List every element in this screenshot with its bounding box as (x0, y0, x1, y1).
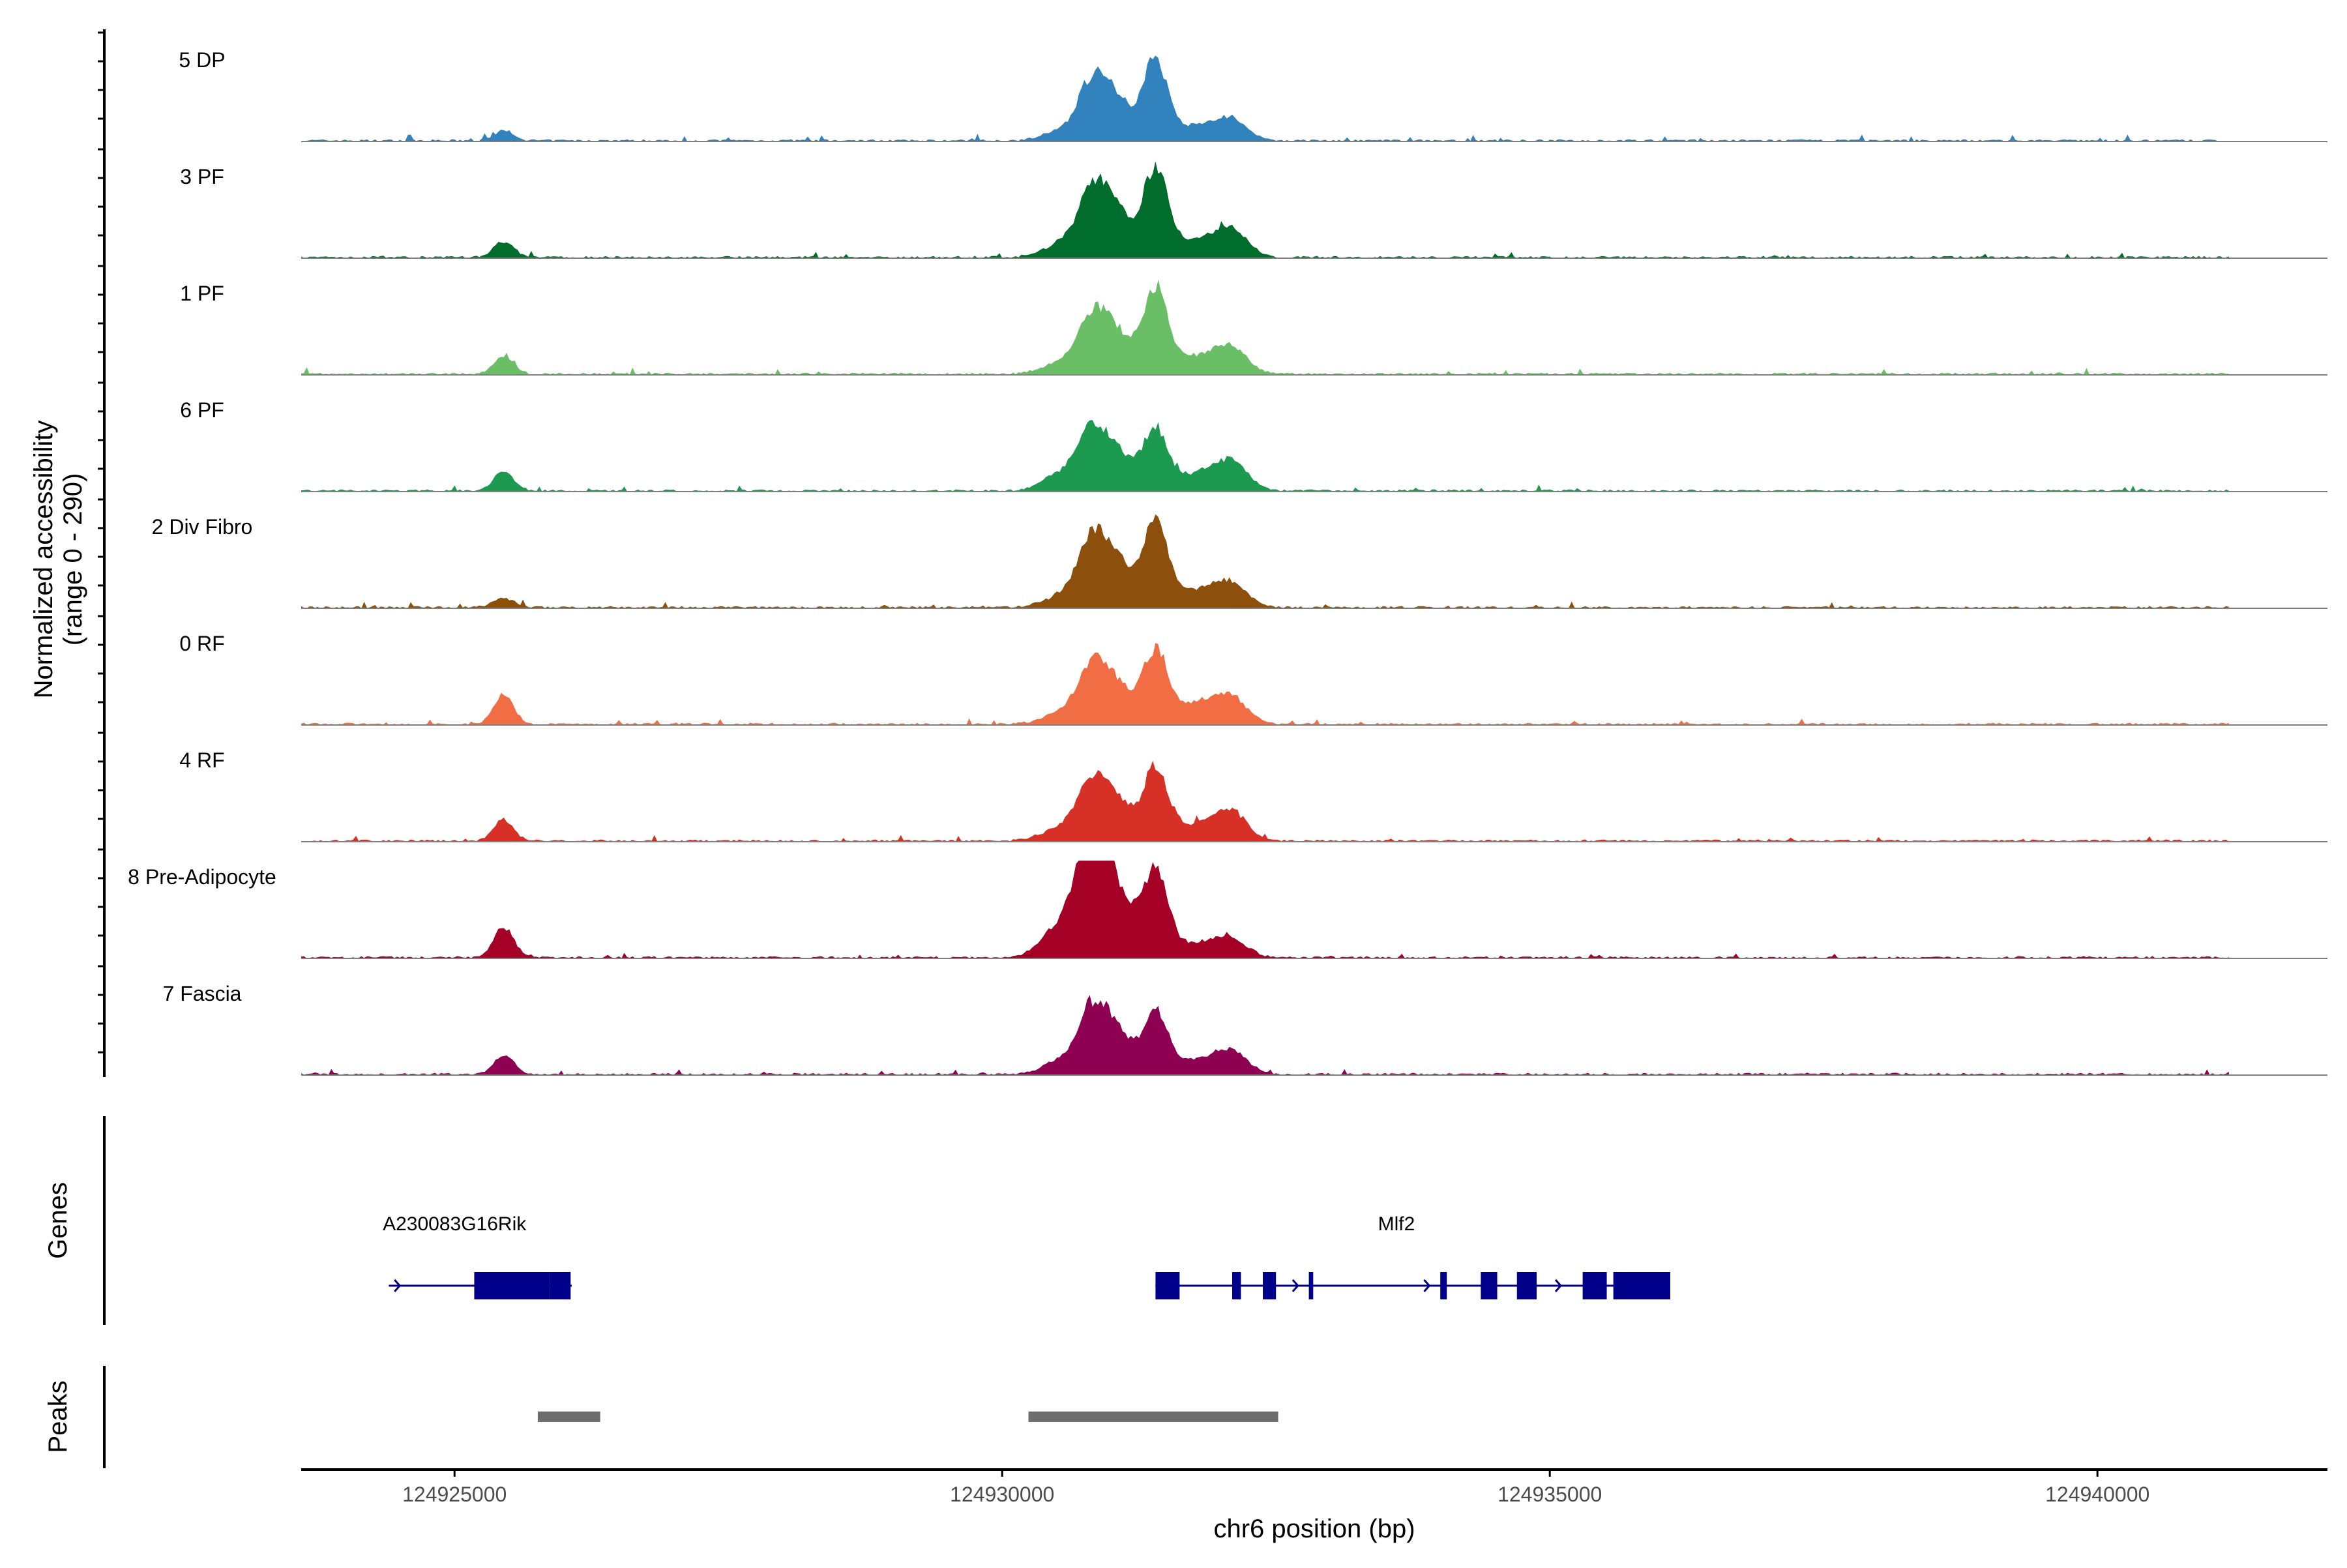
gene-exon (1308, 1272, 1314, 1299)
track-9: 7 Fascia (163, 982, 2327, 1076)
gene-annotations: A230083G16Rik Mlf2 (383, 1213, 1670, 1299)
gene-exon (1155, 1272, 1180, 1299)
track-label-3: 1 PF (180, 282, 224, 305)
x-tick-label: 124925000 (402, 1483, 507, 1506)
y-axis-title-line1: Normalized accessibility (29, 421, 58, 699)
x-axis-title: chr6 position (bp) (1213, 1515, 1415, 1543)
gene-exon (1440, 1272, 1447, 1299)
track-4: 6 PF (180, 398, 2327, 492)
peak-regions (537, 1412, 1278, 1422)
track-area-4 (301, 420, 2229, 492)
strand-arrow (394, 1279, 402, 1292)
genes-axis-title: Genes (44, 1182, 72, 1259)
track-area-2 (301, 161, 2229, 258)
gene-exon (1263, 1272, 1277, 1299)
gene-label: Mlf2 (1378, 1213, 1415, 1235)
track-5: 2 Div Fibro (152, 514, 2327, 609)
peak-region (1028, 1412, 1278, 1422)
gene-exon (550, 1272, 571, 1299)
gene-2: Mlf2 (1155, 1213, 1670, 1299)
gene-exon (1516, 1272, 1537, 1299)
track-area-7 (301, 760, 2229, 842)
track-label-6: 0 RF (179, 632, 224, 655)
x-tick-label: 124930000 (950, 1483, 1054, 1506)
track-label-5: 2 Div Fibro (152, 515, 253, 539)
gene-label: A230083G16Rik (383, 1213, 527, 1235)
x-tick-label: 124940000 (2045, 1483, 2149, 1506)
track-area-6 (301, 643, 2229, 725)
accessibility-tracks: 5 DP 3 PF 1 PF 6 PF 2 Div Fibro 0 RF 4 RF 8 Pre… (128, 48, 2327, 1076)
track-label-1: 5 DP (179, 48, 225, 72)
gene-exon (474, 1272, 550, 1299)
track-area-5 (301, 514, 2229, 608)
track-label-4: 6 PF (180, 398, 224, 422)
y-axis-title-line2: (range 0 - 290) (59, 473, 87, 646)
gene-exon (1582, 1272, 1607, 1299)
track-area-1 (301, 55, 2229, 141)
track-8: 8 Pre-Adipocyte (128, 861, 2327, 959)
track-label-7: 4 RF (179, 748, 224, 772)
gene-exon (1481, 1272, 1498, 1299)
strand-arrow (1554, 1279, 1563, 1292)
track-label-2: 3 PF (180, 165, 224, 188)
x-axis: 124925000 124930000 124935000 124940000 (402, 1470, 2149, 1506)
track-label-9: 7 Fascia (163, 982, 242, 1005)
strand-arrow (1423, 1279, 1431, 1292)
gene-exon (1613, 1272, 1670, 1299)
track-1: 5 DP (179, 48, 2327, 142)
track-2: 3 PF (180, 161, 2327, 259)
track-area-3 (301, 279, 2229, 375)
peaks-axis-title: Peaks (44, 1380, 72, 1453)
track-7: 4 RF (179, 748, 2327, 842)
track-area-9 (301, 995, 2229, 1075)
track-6: 0 RF (179, 632, 2327, 726)
strand-arrow (1292, 1279, 1299, 1292)
gene-1: A230083G16Rik (383, 1213, 572, 1299)
track-label-8: 8 Pre-Adipocyte (128, 865, 276, 889)
track-area-8 (301, 861, 2229, 958)
x-tick-label: 124935000 (1498, 1483, 1602, 1506)
peak-region (537, 1412, 600, 1422)
accessibility-y-axis (98, 29, 106, 1077)
gene-exon (1232, 1272, 1241, 1299)
track-3: 1 PF (180, 279, 2327, 376)
